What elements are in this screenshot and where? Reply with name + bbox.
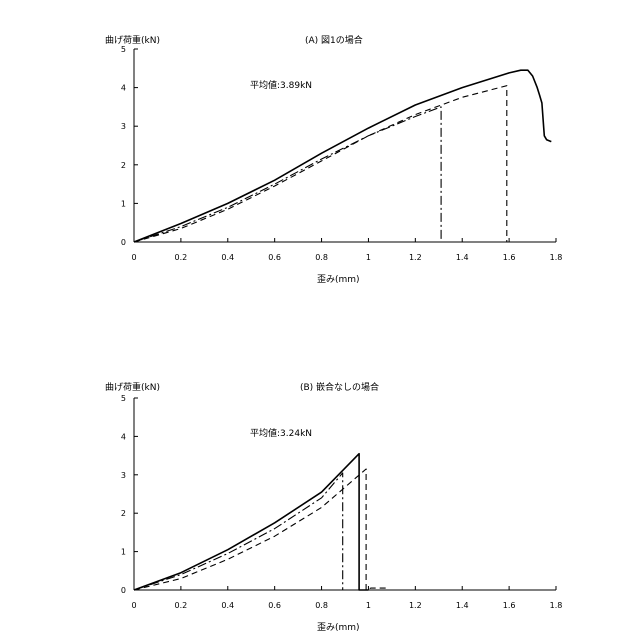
y-tick-label: 5	[121, 45, 126, 54]
x-tick-label: 1.2	[409, 601, 422, 610]
x-tick-label: 0	[131, 601, 136, 610]
x-tick-label: 0.2	[175, 601, 188, 610]
x-tick-label: 1.8	[550, 253, 563, 262]
series-line-dash	[133, 468, 388, 591]
chart-title: (B) 嵌合なしの場合	[300, 381, 379, 393]
y-tick-label: 3	[121, 122, 126, 131]
series-line-dash	[133, 85, 535, 243]
x-tick-label: 0.4	[221, 253, 234, 262]
x-tick-label: 0.2	[175, 253, 188, 262]
y-axis-label: 曲げ荷重(kN)	[105, 34, 160, 46]
chart-title: (A) 図1の場合	[305, 34, 363, 46]
y-tick-label: 4	[121, 432, 126, 441]
y-tick-label: 2	[121, 161, 126, 170]
x-tick-label: 1.6	[503, 253, 516, 262]
x-tick-label: 0.6	[268, 601, 281, 610]
x-tick-label: 1.6	[503, 601, 516, 610]
x-tick-label: 1	[366, 601, 371, 610]
series-line-solid	[133, 69, 552, 243]
y-tick-label: 0	[121, 238, 126, 247]
x-tick-label: 1	[366, 253, 371, 262]
y-axis-label: 曲げ荷重(kN)	[105, 381, 160, 393]
x-axis-label: 歪み(mm)	[317, 622, 360, 633]
x-tick-label: 0.8	[315, 601, 328, 610]
x-tick-label: 0.8	[315, 253, 328, 262]
mean-annotation: 平均値:3.24kN	[250, 427, 312, 439]
x-tick-label: 1.2	[409, 253, 422, 262]
x-tick-label: 0.6	[268, 253, 281, 262]
y-tick-label: 0	[121, 586, 126, 595]
x-tick-label: 1.4	[456, 253, 469, 262]
y-tick-label: 2	[121, 509, 126, 518]
y-tick-label: 1	[121, 199, 126, 208]
y-tick-label: 3	[121, 471, 126, 480]
y-tick-label: 1	[121, 548, 126, 557]
series-line-dashdot	[133, 106, 481, 243]
x-tick-label: 0.4	[221, 601, 234, 610]
x-axis-label: 歪み(mm)	[317, 274, 360, 285]
chart-panel-b: 曲げ荷重(kN) (B) 嵌合なしの場合 平均値:3.24kN 歪み(mm) 0…	[105, 381, 562, 633]
mean-annotation: 平均値:3.89kN	[250, 79, 312, 91]
x-tick-label: 1.4	[456, 601, 469, 610]
y-tick-label: 5	[121, 394, 126, 403]
chart-panel-a: 曲げ荷重(kN) (A) 図1の場合 平均値:3.89kN 歪み(mm) 0 0.…	[105, 34, 562, 285]
y-tick-label: 4	[121, 84, 126, 93]
x-tick-label: 0	[131, 253, 136, 262]
series-line-solid	[133, 452, 369, 591]
x-tick-label: 1.8	[550, 601, 563, 610]
series-line-dashdot	[133, 472, 360, 591]
